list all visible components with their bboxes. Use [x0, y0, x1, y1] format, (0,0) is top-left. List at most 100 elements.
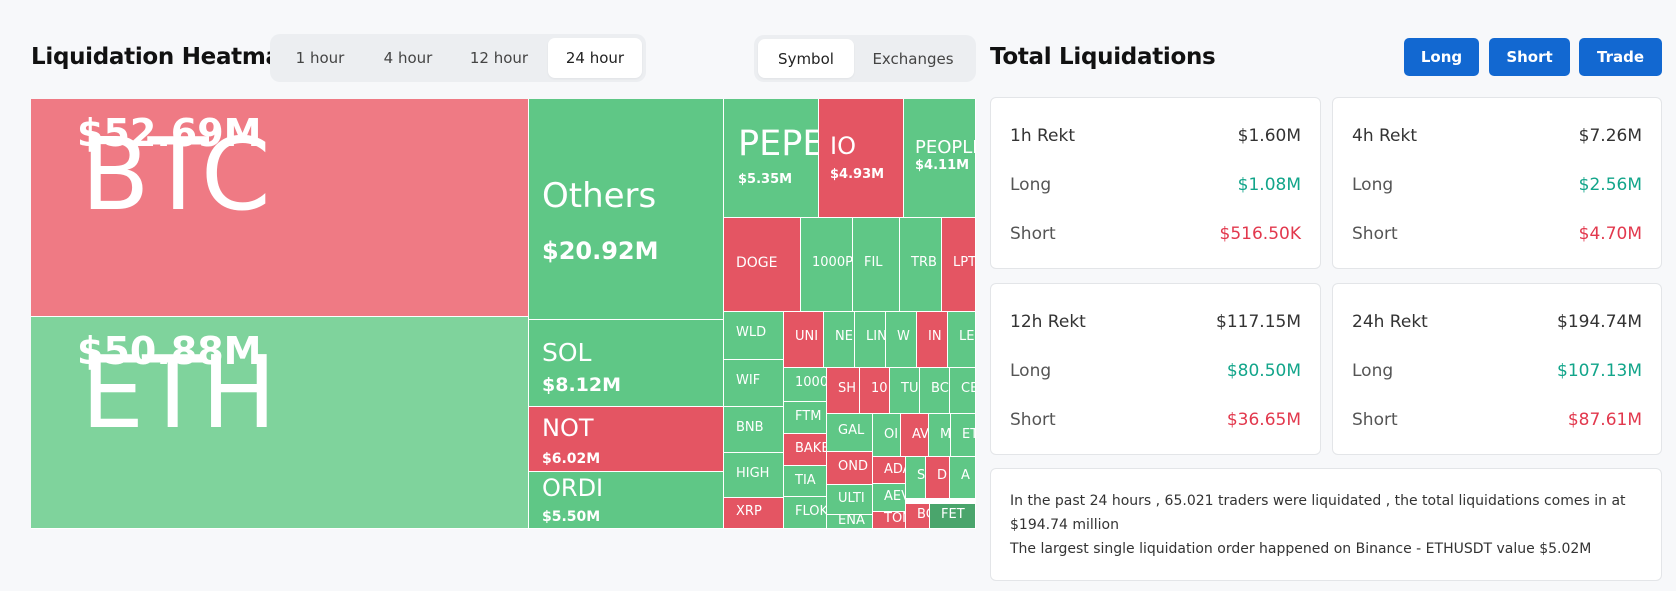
cell-symbol: NE — [835, 329, 853, 344]
short-value: $4.70M — [1578, 224, 1642, 244]
card-label: 24h Rekt — [1352, 312, 1428, 332]
heatmap-cell-sol[interactable]: SOL $8.12M — [529, 320, 724, 407]
cell-symbol: WIF — [736, 373, 761, 388]
cell-symbol: DOGE — [736, 255, 778, 271]
cell-symbol: IN — [928, 329, 942, 344]
cell-value: $5.50M — [542, 509, 601, 525]
cell-symbol: LIN — [866, 329, 886, 344]
heatmap-cell-ulti[interactable]: ULTI — [827, 485, 873, 515]
heatmap-cell-flok[interactable]: FLOK — [784, 497, 827, 529]
heatmap-cell-sh[interactable]: SH — [827, 368, 860, 414]
cell-value: $8.12M — [542, 374, 622, 396]
short-button[interactable]: Short — [1489, 38, 1570, 76]
heatmap-cell-bc[interactable]: BC — [906, 504, 930, 529]
heatmap-cell-ne[interactable]: NE — [824, 312, 855, 368]
heatmap-cell-ordi[interactable]: ORDI $5.50M — [529, 472, 724, 529]
heatmap-title: Liquidation Heatmap — [31, 44, 297, 70]
cell-symbol: LPT — [953, 255, 976, 270]
long-label: Long — [1010, 361, 1052, 381]
heatmap-cell-av[interactable]: AV — [901, 414, 929, 457]
heatmap-cell-lin[interactable]: LIN — [855, 312, 886, 368]
cell-value: $6.02M — [542, 451, 601, 467]
view-symbol-button[interactable]: Symbol — [758, 39, 854, 78]
short-label: Short — [1010, 410, 1056, 430]
heatmap-cell-et[interactable]: ET — [951, 414, 976, 457]
heatmap-cell-pepe[interactable]: PEPE $5.35M — [724, 99, 819, 218]
heatmap-cell-others[interactable]: Others $20.92M — [529, 99, 724, 320]
heatmap-cell-aev[interactable]: AEV — [873, 484, 906, 512]
trade-button[interactable]: Trade — [1579, 38, 1662, 76]
view-selector: Symbol Exchanges — [754, 35, 976, 82]
timeframe-12h-button[interactable]: 12 hour — [469, 49, 529, 67]
heatmap-cell-high[interactable]: HIGH — [724, 453, 784, 498]
cell-symbol: 10 — [871, 381, 888, 396]
heatmap-cell-m[interactable]: M — [929, 414, 951, 457]
cell-value: $4.93M — [830, 167, 885, 182]
heatmap-cell-bake[interactable]: BAKE — [784, 434, 827, 466]
cell-symbol: 1000 — [795, 375, 827, 390]
heatmap-cell-tia[interactable]: TIA — [784, 466, 827, 497]
cell-symbol: BC — [917, 507, 929, 522]
heatmap-cell-in[interactable]: IN — [917, 312, 948, 368]
long-value: $2.56M — [1578, 175, 1642, 195]
cell-symbol: HIGH — [736, 466, 770, 481]
card-label: 1h Rekt — [1010, 126, 1076, 146]
heatmap-cell-people[interactable]: PEOPLE$4.11M — [904, 99, 976, 218]
long-value: $107.13M — [1557, 361, 1642, 381]
cell-value: $4.11M — [915, 158, 970, 173]
heatmap-cell-gal[interactable]: GAL — [827, 414, 873, 452]
heatmap-cell-d[interactable]: D — [926, 457, 950, 499]
heatmap-cell-ena[interactable]: ENA — [827, 515, 873, 529]
heatmap-cell-io[interactable]: IO $4.93M — [819, 99, 904, 218]
heatmap-cell-uni[interactable]: UNI — [784, 312, 824, 368]
heatmap-cell-fet[interactable]: FET — [930, 504, 976, 529]
short-value: $87.61M — [1567, 410, 1642, 430]
heatmap-cell-1000[interactable]: 1000 — [784, 368, 827, 402]
heatmap-cell-trb[interactable]: TRB — [900, 218, 942, 312]
long-button[interactable]: Long — [1404, 38, 1479, 76]
heatmap-cell-oi[interactable]: OI — [873, 414, 901, 457]
heatmap-cell-btc[interactable]: BTC $52.69M — [31, 99, 529, 317]
heatmap-cell-ftm[interactable]: FTM — [784, 402, 827, 434]
heatmap-cell-lpt[interactable]: LPT — [942, 218, 976, 312]
cell-symbol: 1000P — [812, 255, 853, 270]
heatmap-cell-tu[interactable]: TU — [890, 368, 920, 414]
cell-symbol: OND — [838, 459, 868, 474]
long-label: Long — [1352, 175, 1394, 195]
heatmap-cell-10[interactable]: 10 — [860, 368, 890, 414]
heatmap-cell-1000p[interactable]: 1000P — [801, 218, 853, 312]
heatmap-cell-fil[interactable]: FIL — [853, 218, 900, 312]
cell-symbol: GAL — [838, 423, 865, 438]
heatmap-cell-ada[interactable]: ADA — [873, 457, 906, 484]
cell-symbol: UNI — [795, 329, 819, 344]
heatmap-cell-wld[interactable]: WLD — [724, 312, 784, 360]
card-label: 12h Rekt — [1010, 312, 1086, 332]
heatmap-cell-w[interactable]: W — [886, 312, 917, 368]
timeframe-24h-button[interactable]: 24 hour — [548, 38, 642, 78]
heatmap-cell-bc[interactable]: BC — [920, 368, 950, 414]
heatmap-cell-doge[interactable]: DOGE — [724, 218, 801, 312]
cell-symbol: CE — [961, 381, 975, 396]
heatmap-cell-s[interactable]: S — [906, 457, 926, 499]
heatmap-cell-not[interactable]: NOT $6.02M — [529, 407, 724, 472]
heatmap-cell-xrp[interactable]: XRP — [724, 498, 784, 529]
view-exchanges-button[interactable]: Exchanges — [872, 49, 954, 68]
heatmap-cell-ce[interactable]: CE — [950, 368, 976, 414]
cell-symbol: W — [897, 329, 910, 344]
rekt-card-1h: 1h Rekt $1.60M Long $1.08M Short $516.50… — [990, 97, 1321, 269]
timeframe-4h-button[interactable]: 4 hour — [383, 49, 433, 67]
heatmap-cell-a[interactable]: A — [950, 457, 976, 499]
cell-symbol: Others — [542, 176, 657, 216]
heatmap-cell-eth[interactable]: ETH $50.88M — [31, 317, 529, 529]
cell-symbol: ORDI — [542, 474, 604, 502]
cell-symbol: S — [917, 468, 926, 483]
heatmap-cell-ton[interactable]: TON — [873, 512, 906, 529]
timeframe-1h-button[interactable]: 1 hour — [295, 49, 345, 67]
heatmap-cell-ond[interactable]: OND — [827, 452, 873, 485]
heatmap-cell-bnb[interactable]: BNB — [724, 407, 784, 453]
cell-symbol: ADA — [884, 462, 905, 477]
cell-symbol: AV — [912, 427, 929, 442]
heatmap-cell-wif[interactable]: WIF — [724, 360, 784, 407]
heatmap-cell-le[interactable]: LE — [948, 312, 976, 368]
short-value: $516.50K — [1219, 224, 1301, 244]
